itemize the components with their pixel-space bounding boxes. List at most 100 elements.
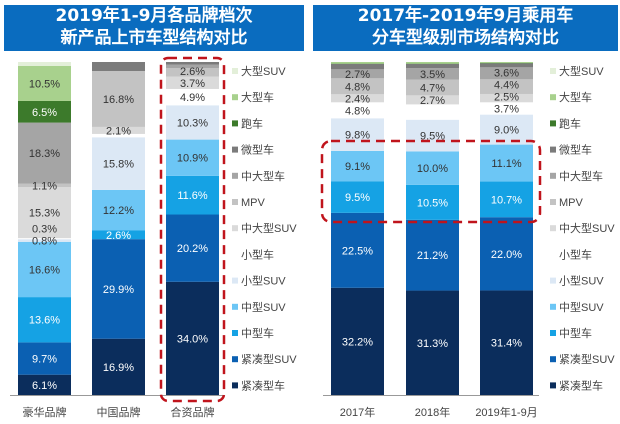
bar-segment xyxy=(92,126,145,134)
bar-segment xyxy=(406,219,459,291)
data-label: 4.9% xyxy=(180,92,205,104)
legend-swatch xyxy=(550,356,556,363)
bar-segment xyxy=(92,189,145,231)
legend-label: 紧凑型SUV xyxy=(241,352,297,366)
data-label: 2.1% xyxy=(106,125,131,137)
legend-swatch xyxy=(550,382,556,389)
bar-segment xyxy=(406,119,459,152)
data-label: 2.4% xyxy=(345,93,370,105)
bar-segment xyxy=(166,76,219,89)
data-label: 9.7% xyxy=(32,354,57,366)
bar-segment xyxy=(331,287,384,395)
legend-swatch xyxy=(232,277,238,284)
right-title-line-2: 分车型级别市场结构对比 xyxy=(372,28,559,48)
bar-segment xyxy=(331,181,384,213)
bar-segment xyxy=(331,78,384,95)
bar-segment xyxy=(92,62,145,71)
data-label: 3.7% xyxy=(180,78,205,90)
legend-label: 中型车 xyxy=(559,326,592,340)
bar-segment xyxy=(18,183,71,188)
data-label: 31.3% xyxy=(417,338,448,350)
data-label: 4.8% xyxy=(345,105,370,117)
legend-swatch xyxy=(232,330,238,336)
legend-swatch xyxy=(550,120,556,127)
legend-swatch xyxy=(232,120,238,127)
data-label: 10.5% xyxy=(417,197,448,209)
bar-segment xyxy=(166,67,219,77)
data-label: 2.7% xyxy=(420,95,445,107)
data-label: 10.3% xyxy=(177,117,208,129)
data-label: 16.8% xyxy=(103,94,134,106)
bar-segment xyxy=(92,239,145,339)
legend-swatch xyxy=(232,356,238,363)
bar-segment xyxy=(406,290,459,395)
legend-label: 大型车 xyxy=(559,90,592,104)
legend-label: MPV xyxy=(559,197,584,209)
legend-label: 小型车 xyxy=(559,247,592,261)
bar-segment xyxy=(331,64,384,70)
data-label: 2.5% xyxy=(494,92,519,104)
bar-segment xyxy=(92,133,145,138)
legend-label: 跑车 xyxy=(241,116,263,130)
legend-swatch xyxy=(232,172,238,179)
bar-segment xyxy=(331,102,384,119)
legend-swatch xyxy=(550,330,556,336)
left-stacked-bar-chart: 6.1% 9.7% 13.6% 16.6% 0.8%0.3% 15.3% 1.1% 18.3%… xyxy=(10,56,297,419)
data-label: 10.5% xyxy=(29,79,60,91)
data-label: 10.9% xyxy=(177,153,208,165)
x-tick-label: 豪华品牌 xyxy=(23,405,67,419)
bar-segment xyxy=(18,342,71,375)
bar-segment xyxy=(480,290,533,395)
legend-label: 紧凑型SUV xyxy=(559,352,615,366)
data-label: 18.3% xyxy=(29,148,60,160)
bar-segment xyxy=(406,184,459,220)
bar-segment xyxy=(331,150,384,182)
data-label: 31.4% xyxy=(491,338,522,350)
data-label: 6.5% xyxy=(32,107,57,119)
bar-segment xyxy=(166,281,219,395)
bar-segment xyxy=(406,68,459,80)
left-chart-title: 2019年1-9月各品牌档次 新产品上市车型结构对比 xyxy=(4,5,304,51)
legend-label: 中型SUV xyxy=(559,300,604,314)
bar-segment xyxy=(166,64,219,68)
bar-segment xyxy=(92,230,145,240)
bar-segment xyxy=(480,102,533,115)
left-title-line-2: 新产品上市车型结构对比 xyxy=(60,28,248,48)
data-label: 12.2% xyxy=(103,205,134,217)
data-label: 13.6% xyxy=(29,315,60,327)
x-tick-label: 2018年 xyxy=(415,405,450,419)
data-label: 1.1% xyxy=(32,180,57,192)
x-tick-label: 中国品牌 xyxy=(97,405,141,419)
highlight-dashed-box xyxy=(159,56,226,403)
legend-swatch xyxy=(550,225,556,232)
legend-swatch xyxy=(232,303,238,310)
legend-label: 中大型车 xyxy=(559,169,603,183)
bar-segment xyxy=(480,181,533,218)
legend-label: 小型车 xyxy=(241,247,274,261)
bar-segment xyxy=(166,175,219,215)
legend-swatch xyxy=(232,199,238,205)
data-label: 32.2% xyxy=(342,336,373,348)
data-label: 22.0% xyxy=(491,249,522,261)
bar-segment xyxy=(331,118,384,151)
data-label: 4.4% xyxy=(494,80,519,92)
legend-swatch xyxy=(232,94,238,101)
bar-segment xyxy=(18,66,71,101)
bar-segment xyxy=(18,122,71,184)
data-label: 16.9% xyxy=(103,362,134,374)
bar-segment xyxy=(406,62,459,64)
bar-segment xyxy=(480,114,533,145)
right-panel: 2017年-2019年9月乘用车 分车型级别市场结构对比 32.2% 22.5% 9… xyxy=(310,0,620,424)
data-label: 0.3% xyxy=(32,224,57,236)
legend-label: 小型SUV xyxy=(559,274,604,288)
data-label: 4.8% xyxy=(345,81,370,93)
bar-segment xyxy=(18,239,71,242)
bar-segment xyxy=(480,144,533,182)
legend-label: 跑车 xyxy=(559,116,581,130)
bar-segment xyxy=(18,241,71,298)
data-label: 22.5% xyxy=(342,245,373,257)
legend-swatch xyxy=(232,68,238,74)
data-label: 2.7% xyxy=(345,69,370,81)
legend-swatch xyxy=(232,382,238,389)
bar-segment xyxy=(18,374,71,395)
